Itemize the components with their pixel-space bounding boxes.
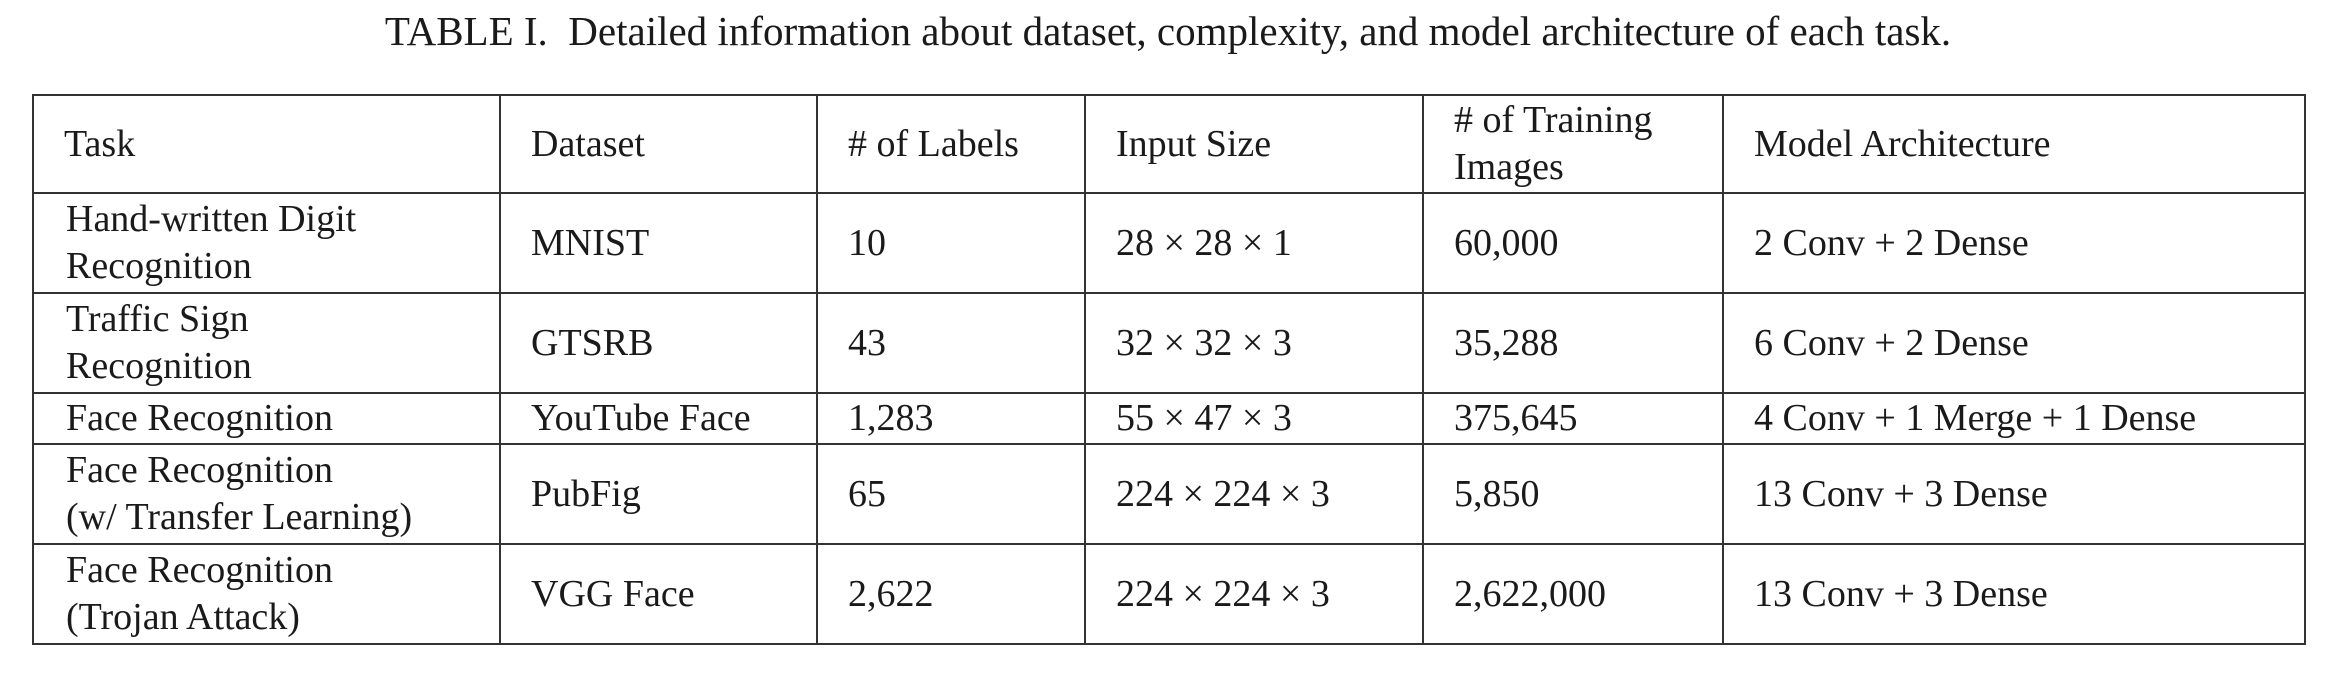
cell-model-architecture: 13 Conv + 3 Dense: [1722, 443, 2306, 545]
table-row: Face Recognition YouTube Face 1,283 55 ×…: [32, 392, 2306, 445]
cell-labels: 65: [816, 443, 1086, 545]
cell-labels: 43: [816, 292, 1086, 394]
cell-task: Face Recognition (Trojan Attack): [32, 543, 501, 645]
cell-training-images: 35,288: [1422, 292, 1724, 394]
table-row: Face Recognition (Trojan Attack) VGG Fac…: [32, 543, 2306, 645]
cell-training-images: 2,622,000: [1422, 543, 1724, 645]
cell-dataset: YouTube Face: [499, 392, 818, 445]
cell-model-architecture: 13 Conv + 3 Dense: [1722, 543, 2306, 645]
cell-model-architecture: 6 Conv + 2 Dense: [1722, 292, 2306, 394]
column-header-model-architecture: Model Architecture: [1722, 94, 2306, 194]
cell-task: Face Recognition: [32, 392, 501, 445]
table-caption: TABLE I. Detailed information about data…: [384, 8, 1952, 54]
column-header-training-images: # of Training Images: [1422, 94, 1724, 194]
cell-task: Face Recognition (w/ Transfer Learning): [32, 443, 501, 545]
cell-dataset: MNIST: [499, 192, 818, 294]
table-row: Traffic Sign Recognition GTSRB 43 32 × 3…: [32, 292, 2306, 394]
column-header-labels: # of Labels: [816, 94, 1086, 194]
table-row: Hand-written Digit Recognition MNIST 10 …: [32, 192, 2306, 294]
cell-dataset: VGG Face: [499, 543, 818, 645]
cell-input-size: 55 × 47 × 3: [1084, 392, 1424, 445]
cell-model-architecture: 2 Conv + 2 Dense: [1722, 192, 2306, 294]
table-header-row: Task Dataset # of Labels Input Size # of…: [32, 94, 2306, 194]
cell-dataset: PubFig: [499, 443, 818, 545]
cell-training-images: 375,645: [1422, 392, 1724, 445]
cell-input-size: 224 × 224 × 3: [1084, 443, 1424, 545]
cell-labels: 10: [816, 192, 1086, 294]
column-header-task: Task: [32, 94, 501, 194]
cell-task: Traffic Sign Recognition: [32, 292, 501, 394]
cell-input-size: 28 × 28 × 1: [1084, 192, 1424, 294]
column-header-dataset: Dataset: [499, 94, 818, 194]
cell-labels: 2,622: [816, 543, 1086, 645]
task-details-table: Task Dataset # of Labels Input Size # of…: [32, 94, 2306, 645]
cell-training-images: 5,850: [1422, 443, 1724, 545]
cell-dataset: GTSRB: [499, 292, 818, 394]
table-row: Face Recognition (w/ Transfer Learning) …: [32, 443, 2306, 545]
cell-labels: 1,283: [816, 392, 1086, 445]
cell-input-size: 224 × 224 × 3: [1084, 543, 1424, 645]
cell-input-size: 32 × 32 × 3: [1084, 292, 1424, 394]
cell-model-architecture: 4 Conv + 1 Merge + 1 Dense: [1722, 392, 2306, 445]
cell-training-images: 60,000: [1422, 192, 1724, 294]
column-header-input-size: Input Size: [1084, 94, 1424, 194]
cell-task: Hand-written Digit Recognition: [32, 192, 501, 294]
